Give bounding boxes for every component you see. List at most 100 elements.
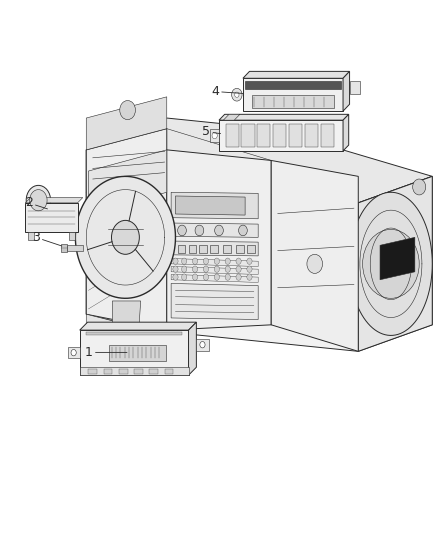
Bar bbox=[188, 245, 196, 253]
Bar bbox=[149, 369, 158, 374]
Circle shape bbox=[71, 350, 76, 356]
Polygon shape bbox=[86, 176, 432, 351]
Polygon shape bbox=[86, 118, 432, 203]
Polygon shape bbox=[167, 150, 271, 330]
Circle shape bbox=[192, 274, 198, 280]
Polygon shape bbox=[171, 284, 258, 319]
Bar bbox=[178, 245, 185, 253]
Bar bbox=[119, 369, 127, 374]
Text: 5: 5 bbox=[202, 125, 221, 139]
Polygon shape bbox=[257, 124, 271, 147]
Circle shape bbox=[236, 258, 241, 264]
Circle shape bbox=[200, 342, 205, 348]
Circle shape bbox=[112, 220, 139, 254]
Circle shape bbox=[192, 266, 198, 272]
Polygon shape bbox=[243, 78, 343, 111]
Circle shape bbox=[173, 266, 178, 272]
Polygon shape bbox=[176, 196, 245, 215]
Polygon shape bbox=[196, 339, 208, 351]
Circle shape bbox=[225, 274, 230, 280]
Circle shape bbox=[212, 132, 217, 139]
Polygon shape bbox=[188, 322, 196, 375]
Polygon shape bbox=[241, 124, 254, 147]
Polygon shape bbox=[271, 160, 358, 351]
Circle shape bbox=[120, 101, 135, 119]
Circle shape bbox=[215, 225, 223, 236]
Polygon shape bbox=[289, 124, 302, 147]
Circle shape bbox=[214, 274, 219, 280]
Polygon shape bbox=[219, 114, 349, 120]
Polygon shape bbox=[223, 114, 240, 120]
Polygon shape bbox=[88, 150, 167, 214]
Polygon shape bbox=[210, 129, 219, 142]
Circle shape bbox=[26, 185, 50, 215]
Polygon shape bbox=[219, 120, 343, 151]
Circle shape bbox=[413, 179, 426, 195]
Polygon shape bbox=[110, 345, 166, 361]
Polygon shape bbox=[305, 124, 318, 147]
Circle shape bbox=[203, 258, 208, 264]
Circle shape bbox=[235, 92, 239, 98]
Bar bbox=[134, 369, 143, 374]
Circle shape bbox=[307, 254, 322, 273]
Polygon shape bbox=[226, 124, 239, 147]
Polygon shape bbox=[245, 81, 341, 89]
Polygon shape bbox=[80, 367, 188, 375]
Polygon shape bbox=[113, 301, 141, 335]
Polygon shape bbox=[171, 241, 258, 256]
Bar bbox=[223, 245, 231, 253]
Polygon shape bbox=[171, 223, 258, 237]
Polygon shape bbox=[343, 71, 350, 111]
Circle shape bbox=[214, 266, 219, 272]
Polygon shape bbox=[86, 128, 167, 330]
Text: 4: 4 bbox=[211, 85, 243, 98]
Circle shape bbox=[182, 266, 187, 272]
Circle shape bbox=[239, 225, 247, 236]
Circle shape bbox=[247, 266, 252, 272]
Circle shape bbox=[30, 190, 47, 211]
Circle shape bbox=[195, 225, 204, 236]
Circle shape bbox=[247, 258, 252, 264]
Text: 1: 1 bbox=[85, 346, 127, 359]
Bar bbox=[237, 245, 244, 253]
Polygon shape bbox=[171, 192, 258, 219]
Polygon shape bbox=[171, 259, 258, 266]
Polygon shape bbox=[350, 82, 360, 94]
Polygon shape bbox=[80, 330, 188, 375]
Polygon shape bbox=[67, 347, 80, 359]
Polygon shape bbox=[350, 192, 432, 335]
Polygon shape bbox=[25, 203, 78, 232]
Polygon shape bbox=[321, 124, 334, 147]
Polygon shape bbox=[171, 266, 258, 274]
Circle shape bbox=[214, 258, 219, 264]
Circle shape bbox=[178, 225, 186, 236]
Bar bbox=[88, 369, 97, 374]
Polygon shape bbox=[86, 97, 167, 150]
Bar bbox=[199, 245, 207, 253]
Polygon shape bbox=[28, 232, 34, 240]
Bar bbox=[165, 369, 173, 374]
Polygon shape bbox=[380, 237, 415, 280]
Polygon shape bbox=[343, 114, 349, 151]
Polygon shape bbox=[252, 95, 334, 109]
Circle shape bbox=[363, 229, 419, 298]
Circle shape bbox=[203, 266, 208, 272]
Bar bbox=[104, 369, 113, 374]
Polygon shape bbox=[86, 332, 182, 335]
Circle shape bbox=[232, 88, 242, 101]
Circle shape bbox=[225, 258, 230, 264]
Polygon shape bbox=[273, 124, 286, 147]
Circle shape bbox=[236, 274, 241, 280]
Bar bbox=[210, 245, 218, 253]
Polygon shape bbox=[25, 198, 83, 203]
Polygon shape bbox=[358, 176, 432, 351]
Polygon shape bbox=[69, 232, 75, 240]
Circle shape bbox=[225, 266, 230, 272]
Polygon shape bbox=[171, 274, 258, 282]
Circle shape bbox=[247, 274, 252, 280]
Polygon shape bbox=[67, 245, 83, 251]
Text: 3: 3 bbox=[32, 231, 62, 246]
Circle shape bbox=[173, 274, 178, 280]
Polygon shape bbox=[80, 322, 196, 330]
Polygon shape bbox=[86, 314, 149, 351]
